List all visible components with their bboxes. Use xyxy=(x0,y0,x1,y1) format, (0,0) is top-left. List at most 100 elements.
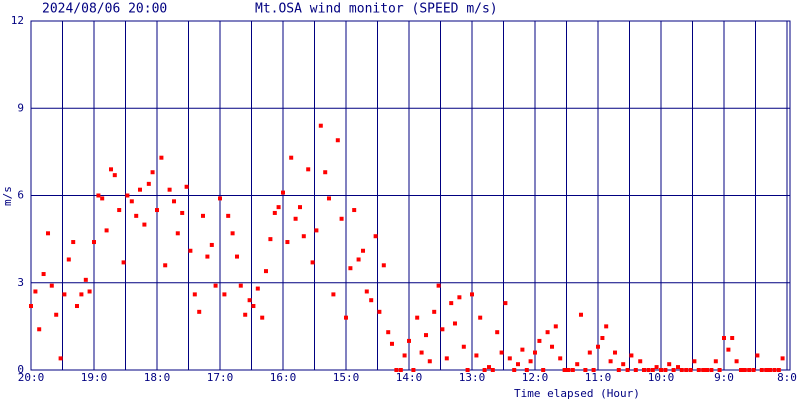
data-point xyxy=(533,350,537,355)
data-point xyxy=(722,336,726,341)
data-point xyxy=(487,365,492,370)
data-point xyxy=(688,368,693,372)
data-point xyxy=(407,338,411,343)
data-point xyxy=(361,248,366,253)
data-point xyxy=(137,187,142,192)
data-point xyxy=(684,368,689,372)
data-point xyxy=(734,359,739,364)
data-point xyxy=(566,368,571,372)
data-point xyxy=(742,368,747,372)
data-point xyxy=(109,167,114,172)
data-point xyxy=(604,324,609,329)
data-point xyxy=(747,368,752,372)
data-point xyxy=(440,327,445,332)
data-point xyxy=(608,359,613,364)
data-point xyxy=(172,199,177,204)
data-point xyxy=(83,277,88,282)
data-point xyxy=(427,359,432,364)
x-tick-label: 11:0 xyxy=(585,371,612,384)
data-point xyxy=(243,312,248,317)
data-point xyxy=(570,368,575,372)
data-point xyxy=(764,368,769,372)
data-point xyxy=(209,242,214,247)
chart-date: 2024/08/06 20:00 xyxy=(42,2,167,17)
data-point xyxy=(331,292,336,297)
y-tick-label: 0 xyxy=(17,363,24,376)
data-point xyxy=(129,199,134,204)
data-point xyxy=(633,368,638,372)
x-tick-label: 16:0 xyxy=(270,371,297,384)
data-point xyxy=(260,315,265,320)
data-point xyxy=(545,330,550,335)
data-point xyxy=(515,362,520,367)
data-point xyxy=(29,304,33,309)
data-point xyxy=(629,353,634,358)
data-point xyxy=(326,196,331,201)
data-point xyxy=(550,344,555,349)
data-point xyxy=(507,356,512,361)
data-point xyxy=(150,170,155,175)
data-point xyxy=(335,138,340,143)
data-point xyxy=(780,356,785,361)
data-point xyxy=(46,231,51,236)
data-point xyxy=(71,240,76,245)
y-axis-label: m/s xyxy=(1,186,14,206)
data-point xyxy=(268,237,273,242)
data-point xyxy=(679,368,684,372)
data-point xyxy=(751,368,756,372)
data-point xyxy=(49,283,54,288)
data-point xyxy=(344,315,348,320)
data-point xyxy=(155,208,159,213)
data-point xyxy=(591,368,596,372)
data-point xyxy=(205,254,210,259)
data-point xyxy=(200,213,205,218)
data-point xyxy=(188,248,193,253)
data-point xyxy=(646,368,651,372)
data-point xyxy=(717,368,722,372)
data-point xyxy=(369,298,374,303)
data-point xyxy=(386,330,391,335)
data-point xyxy=(415,315,420,320)
data-point xyxy=(465,368,470,372)
data-point xyxy=(348,266,353,271)
data-point xyxy=(318,123,323,128)
data-point xyxy=(457,295,462,300)
data-point xyxy=(167,187,172,192)
data-point xyxy=(726,347,731,352)
x-tick-label: 20:0 xyxy=(18,371,45,384)
data-point xyxy=(192,292,197,297)
y-tick-label: 12 xyxy=(11,14,24,27)
data-point xyxy=(364,289,369,294)
data-point xyxy=(41,272,46,277)
data-point xyxy=(671,368,676,372)
x-tick-label: 10:0 xyxy=(648,371,675,384)
x-tick-label: 12:0 xyxy=(522,371,549,384)
data-point xyxy=(583,368,588,372)
data-point xyxy=(692,359,697,364)
data-point xyxy=(159,155,164,160)
data-point xyxy=(776,368,781,372)
data-point xyxy=(432,309,437,314)
data-point xyxy=(449,301,454,306)
data-point xyxy=(659,368,663,372)
data-point xyxy=(356,257,361,262)
data-point xyxy=(310,260,315,265)
data-point xyxy=(478,315,483,320)
data-point xyxy=(74,304,79,309)
data-point xyxy=(709,368,714,372)
data-point xyxy=(587,350,592,355)
data-point xyxy=(381,263,386,268)
data-point xyxy=(58,356,63,361)
data-point xyxy=(654,365,659,370)
data-point xyxy=(503,301,508,306)
data-point xyxy=(701,368,706,372)
data-point xyxy=(142,222,147,227)
data-point xyxy=(54,312,59,317)
data-point xyxy=(667,362,672,367)
data-point xyxy=(490,368,495,372)
x-tick-label: 8:0 xyxy=(777,371,797,384)
data-point xyxy=(663,368,668,372)
data-point xyxy=(352,208,357,213)
data-point xyxy=(180,210,185,215)
